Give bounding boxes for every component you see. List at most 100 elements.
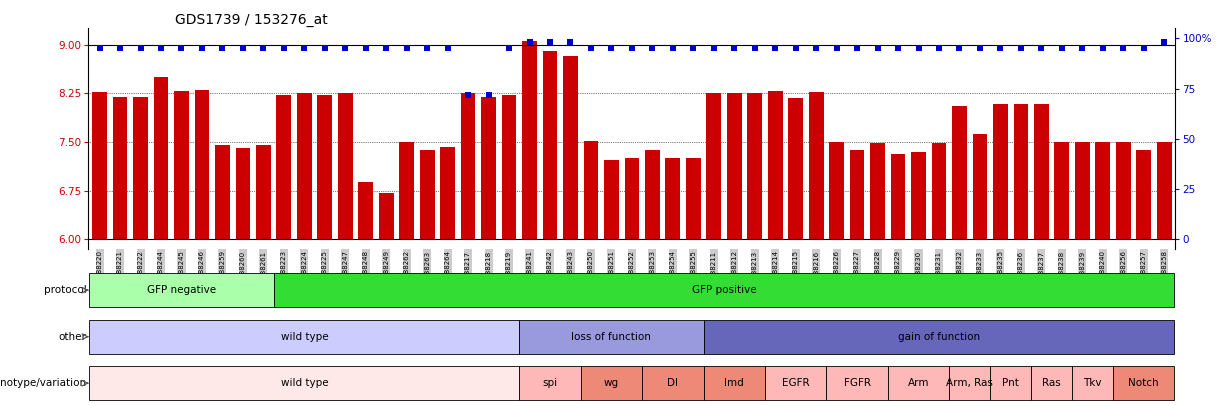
Bar xyxy=(337,93,352,239)
Bar xyxy=(747,93,762,239)
Bar xyxy=(788,98,802,239)
Point xyxy=(582,45,601,52)
Bar xyxy=(420,150,434,239)
Bar xyxy=(274,273,1174,307)
Bar xyxy=(1157,142,1172,239)
Text: EGFR: EGFR xyxy=(782,378,810,388)
Point xyxy=(1155,39,1174,46)
Bar xyxy=(236,149,250,239)
Bar xyxy=(870,143,885,239)
Bar xyxy=(502,95,517,239)
Bar xyxy=(399,142,413,239)
Bar xyxy=(461,93,476,239)
Bar xyxy=(1096,142,1110,239)
Text: protocol: protocol xyxy=(43,285,86,295)
Point xyxy=(479,92,498,98)
Bar xyxy=(276,95,291,239)
Bar xyxy=(1072,366,1113,400)
Point xyxy=(90,45,109,52)
Bar xyxy=(134,96,148,239)
Bar xyxy=(1034,104,1049,239)
Bar xyxy=(563,56,578,239)
Bar xyxy=(523,41,537,239)
Bar xyxy=(931,143,946,239)
Text: Notch: Notch xyxy=(1129,378,1160,388)
Text: gain of function: gain of function xyxy=(898,332,980,342)
Point xyxy=(950,45,969,52)
Point xyxy=(1134,45,1153,52)
Bar xyxy=(92,92,107,239)
Bar xyxy=(642,366,703,400)
Bar xyxy=(256,145,271,239)
Bar xyxy=(809,92,823,239)
Text: wg: wg xyxy=(604,378,618,388)
Bar xyxy=(113,96,128,239)
Text: Pnt: Pnt xyxy=(1002,378,1020,388)
Text: GFP negative: GFP negative xyxy=(147,285,216,295)
Bar xyxy=(297,93,312,239)
Bar xyxy=(90,320,519,354)
Bar xyxy=(768,91,783,239)
Point xyxy=(622,45,642,52)
Point xyxy=(254,45,274,52)
Bar xyxy=(829,142,844,239)
Bar xyxy=(215,145,229,239)
Text: genotype/variation: genotype/variation xyxy=(0,378,86,388)
Text: wild type: wild type xyxy=(281,378,328,388)
Bar xyxy=(703,320,1174,354)
Point xyxy=(561,39,580,46)
Bar xyxy=(1054,142,1069,239)
Bar xyxy=(1014,104,1028,239)
Bar xyxy=(318,95,333,239)
Point xyxy=(1093,45,1113,52)
Bar xyxy=(90,273,274,307)
Bar xyxy=(174,91,189,239)
Point xyxy=(1032,45,1052,52)
Point xyxy=(1052,45,1071,52)
Text: Tkv: Tkv xyxy=(1083,378,1102,388)
Text: Ras: Ras xyxy=(1042,378,1061,388)
Bar xyxy=(891,153,906,239)
Text: FGFR: FGFR xyxy=(844,378,871,388)
Point xyxy=(540,39,560,46)
Bar xyxy=(1136,150,1151,239)
Text: Arm, Ras: Arm, Ras xyxy=(946,378,993,388)
Point xyxy=(131,45,151,52)
Point xyxy=(888,45,908,52)
Bar xyxy=(993,104,1007,239)
Point xyxy=(151,45,171,52)
Text: other: other xyxy=(59,332,86,342)
Bar xyxy=(764,366,827,400)
Point xyxy=(294,45,314,52)
Point xyxy=(601,45,621,52)
Point xyxy=(459,92,479,98)
Bar xyxy=(686,158,701,239)
Point xyxy=(520,39,540,46)
Point xyxy=(724,45,744,52)
Bar xyxy=(1075,142,1090,239)
Bar xyxy=(519,320,703,354)
Point xyxy=(663,45,682,52)
Bar xyxy=(952,106,967,239)
Bar xyxy=(973,134,988,239)
Point xyxy=(1072,45,1092,52)
Point xyxy=(848,45,867,52)
Bar xyxy=(625,158,639,239)
Bar xyxy=(1115,142,1130,239)
Text: Arm: Arm xyxy=(908,378,929,388)
Bar xyxy=(440,147,455,239)
Bar xyxy=(519,366,580,400)
Bar xyxy=(990,366,1031,400)
Bar xyxy=(580,366,642,400)
Point xyxy=(766,45,785,52)
Point xyxy=(643,45,663,52)
Point xyxy=(274,45,293,52)
Point xyxy=(315,45,335,52)
Bar xyxy=(1113,366,1174,400)
Bar xyxy=(888,366,950,400)
Point xyxy=(438,45,458,52)
Text: Dl: Dl xyxy=(667,378,679,388)
Point xyxy=(172,45,191,52)
Point xyxy=(499,45,519,52)
Point xyxy=(785,45,805,52)
